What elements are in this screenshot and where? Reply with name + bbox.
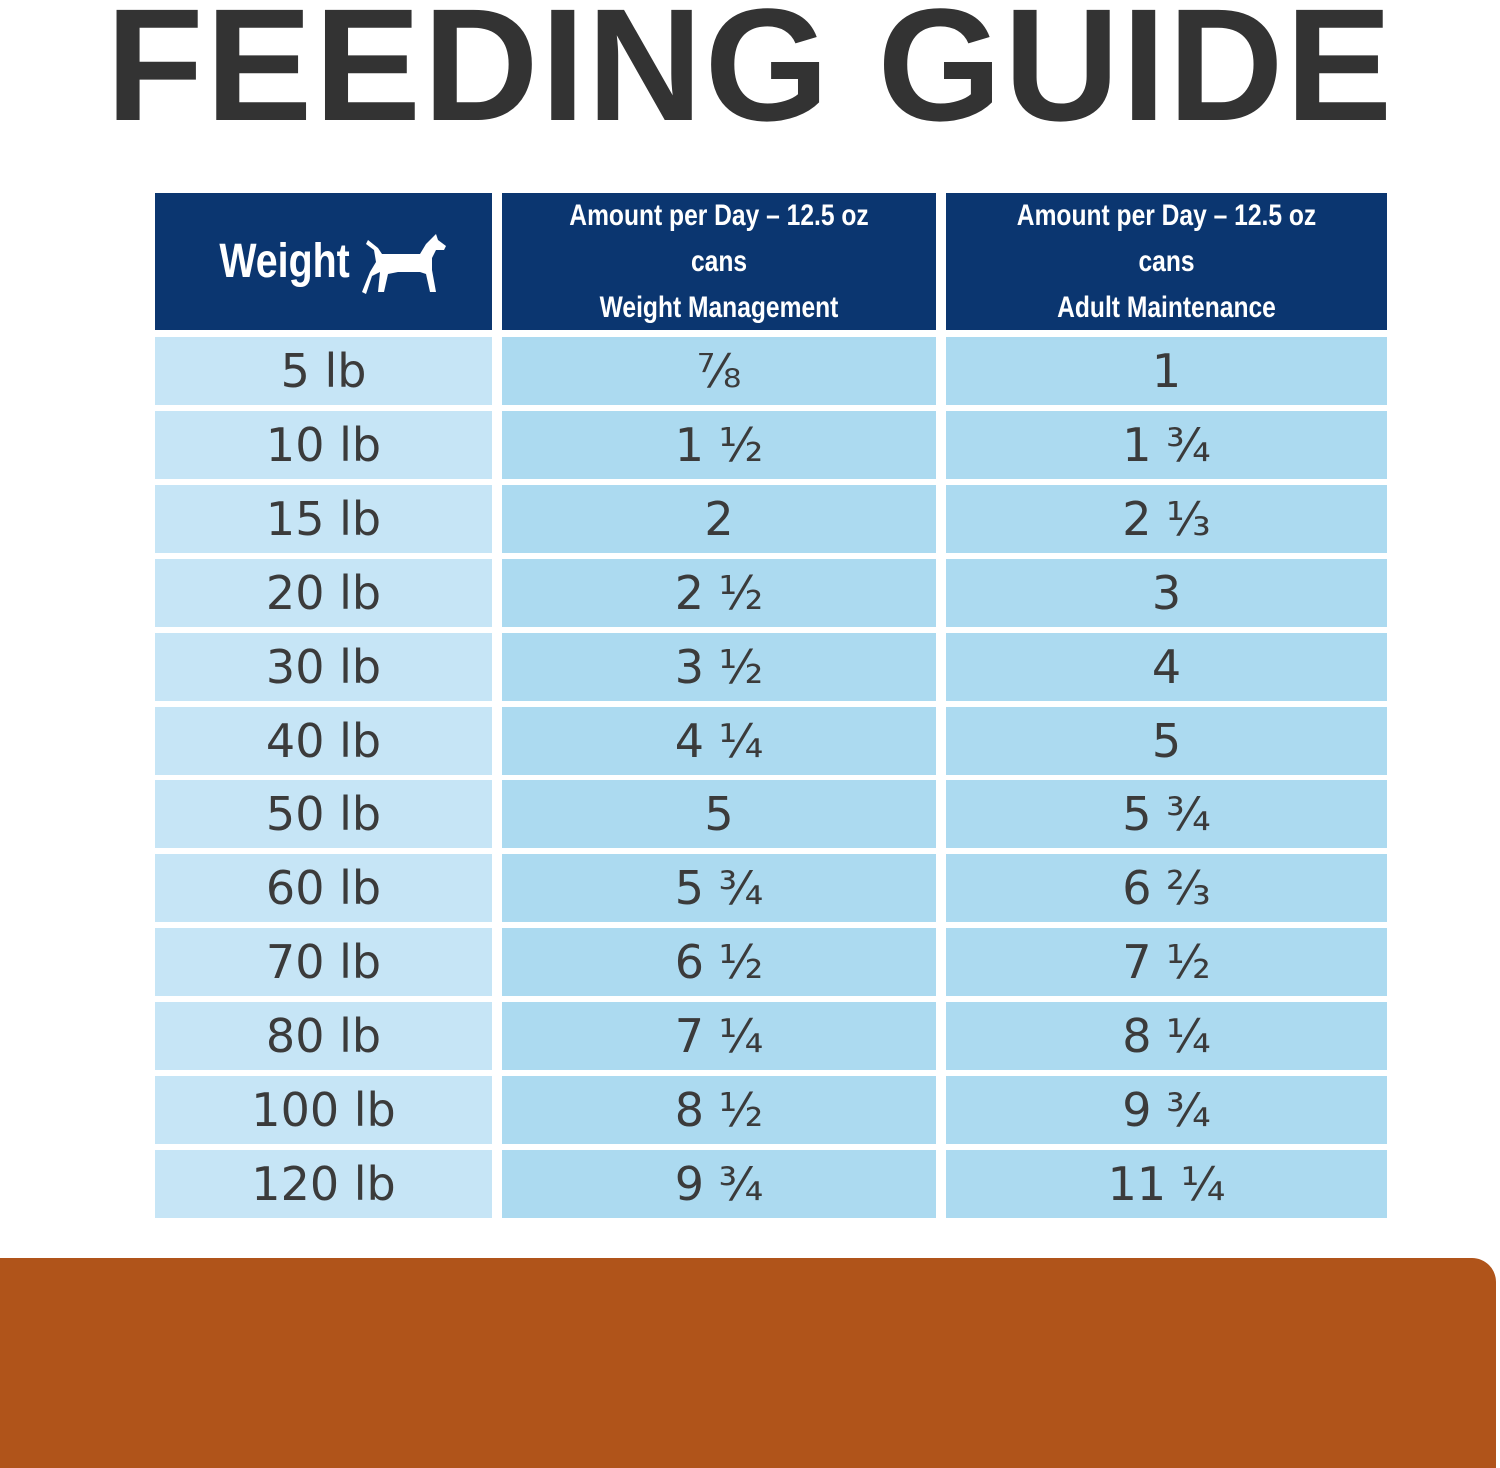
body-cell-text: 120 lb [251, 1156, 396, 1211]
body-cell-text: 1 ½ [674, 417, 764, 472]
body-cell: 4 [946, 632, 1387, 701]
body-cell-text: 1 ¾ [1122, 417, 1211, 472]
body-cell-text: 30 lb [265, 639, 382, 694]
body-cell: 6 ½ [502, 928, 936, 997]
body-cell: 5 [502, 780, 936, 849]
footer-band [0, 1258, 1496, 1468]
header-cell: Amount per Day – 12.5 oz cans Adult Main… [946, 193, 1387, 330]
body-cell-text: 5 ¾ [674, 861, 764, 916]
header-cell: Amount per Day – 12.5 oz cans Weight Man… [502, 193, 936, 330]
body-cell: 1 ½ [502, 410, 936, 479]
body-cell: 15 lb [155, 484, 492, 553]
body-cell: 5 ¾ [946, 780, 1387, 849]
body-cell-text: 6 ⅔ [1122, 861, 1211, 916]
body-cell: 7 ½ [946, 928, 1387, 997]
body-cell: 9 ¾ [502, 1149, 936, 1218]
body-cell-text: 10 lb [265, 417, 382, 472]
body-cell-text: 6 ½ [674, 935, 764, 990]
dog-icon [362, 234, 446, 294]
body-cell: 50 lb [155, 780, 492, 849]
body-cell-text: 4 [1151, 639, 1182, 694]
body-cell-text: 7 ¼ [674, 1009, 764, 1064]
body-cell-text: 5 lb [280, 344, 367, 398]
body-cell-text: 80 lb [265, 1009, 382, 1064]
body-cell-text: ⅞ [696, 344, 742, 398]
body-cell-text: 9 ¾ [1122, 1083, 1211, 1137]
body-cell-text: 40 lb [265, 713, 382, 768]
body-cell: 8 ¼ [946, 1002, 1387, 1071]
title: FEEDING GUIDE [105, 0, 1395, 154]
body-cell-text: 8 ¼ [1122, 1009, 1211, 1064]
body-cell: 2 ⅓ [946, 484, 1387, 553]
body-cell-text: 70 lb [265, 935, 382, 990]
header-cell-text: Amount per Day – 12.5 oz cans Adult Main… [1016, 198, 1317, 324]
body-cell: 5 lb [155, 337, 492, 405]
body-cell-text: 60 lb [265, 861, 382, 916]
body-cell: 2 ½ [502, 558, 936, 627]
body-cell: 1 ¾ [946, 410, 1387, 479]
body-cell: 30 lb [155, 632, 492, 701]
body-cell: 40 lb [155, 706, 492, 775]
body-cell-text: 15 lb [265, 491, 382, 546]
body-cell: 10 lb [155, 410, 492, 479]
header-cell-text: Weight [219, 234, 350, 288]
body-cell-text: 2 ½ [674, 565, 764, 620]
body-cell: 70 lb [155, 928, 492, 997]
body-cell: 7 ¼ [502, 1002, 936, 1071]
body-cell: 5 ¾ [502, 854, 936, 923]
body-cell: 9 ¾ [946, 1076, 1387, 1144]
body-cell-text: 50 lb [265, 787, 382, 842]
body-cell: 3 ½ [502, 632, 936, 701]
body-cell-text: 7 ½ [1122, 935, 1211, 990]
body-cell: 2 [502, 484, 936, 553]
body-cell: 5 [946, 706, 1387, 775]
body-cell-text: 5 [704, 787, 734, 842]
body-cell-text: 3 [1151, 565, 1182, 620]
body-cell: 100 lb [155, 1076, 492, 1144]
body-cell: 11 ¼ [946, 1149, 1387, 1218]
body-cell-text: 4 ¼ [674, 713, 764, 768]
body-cell: 20 lb [155, 558, 492, 627]
body-cell-text: 100 lb [251, 1083, 396, 1137]
body-cell-text: 2 ⅓ [1122, 491, 1211, 546]
body-cell-text: 1 [1151, 344, 1182, 398]
body-cell-text: 5 [1151, 713, 1182, 768]
body-cell-text: 2 [704, 491, 734, 546]
body-cell: ⅞ [502, 337, 936, 405]
body-cell: 6 ⅔ [946, 854, 1387, 923]
body-cell-text: 3 ½ [674, 639, 764, 694]
body-cell: 120 lb [155, 1149, 492, 1218]
body-cell: 60 lb [155, 854, 492, 923]
body-cell-text: 8 ½ [674, 1083, 764, 1137]
body-cell: 1 [946, 337, 1387, 405]
body-cell-text: 20 lb [265, 565, 382, 620]
body-cell-text: 9 ¾ [674, 1156, 764, 1211]
body-cell: 8 ½ [502, 1076, 936, 1144]
body-cell-text: 5 ¾ [1122, 787, 1211, 842]
header-cell-text: Amount per Day – 12.5 oz cans Weight Man… [569, 198, 869, 324]
header-cell: Weight [155, 193, 492, 330]
body-cell: 4 ¼ [502, 706, 936, 775]
body-cell-text: 11 ¼ [1107, 1156, 1226, 1211]
body-cell: 80 lb [155, 1002, 492, 1071]
body-cell: 3 [946, 558, 1387, 627]
